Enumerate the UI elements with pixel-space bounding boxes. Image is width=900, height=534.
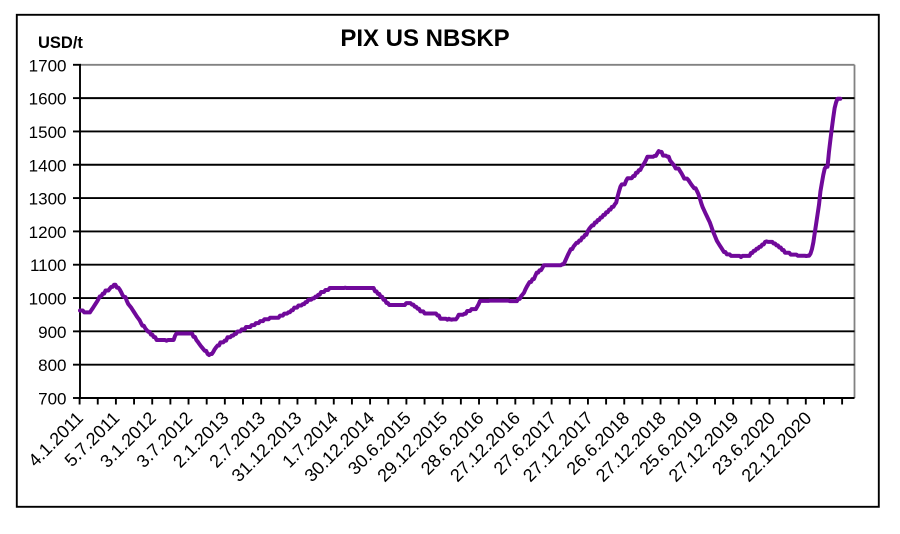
svg-text:1000: 1000: [29, 290, 67, 309]
svg-text:700: 700: [38, 390, 66, 409]
svg-text:1700: 1700: [29, 56, 67, 75]
svg-text:USD/t: USD/t: [38, 34, 83, 52]
svg-text:PIX US NBSKP: PIX US NBSKP: [340, 25, 509, 52]
svg-text:1200: 1200: [29, 223, 67, 242]
svg-text:900: 900: [38, 323, 66, 342]
svg-text:1600: 1600: [29, 90, 67, 109]
svg-text:800: 800: [38, 356, 66, 375]
svg-text:1100: 1100: [30, 256, 67, 275]
svg-text:1500: 1500: [29, 123, 67, 142]
svg-text:1300: 1300: [29, 190, 67, 209]
svg-text:1400: 1400: [29, 156, 67, 175]
